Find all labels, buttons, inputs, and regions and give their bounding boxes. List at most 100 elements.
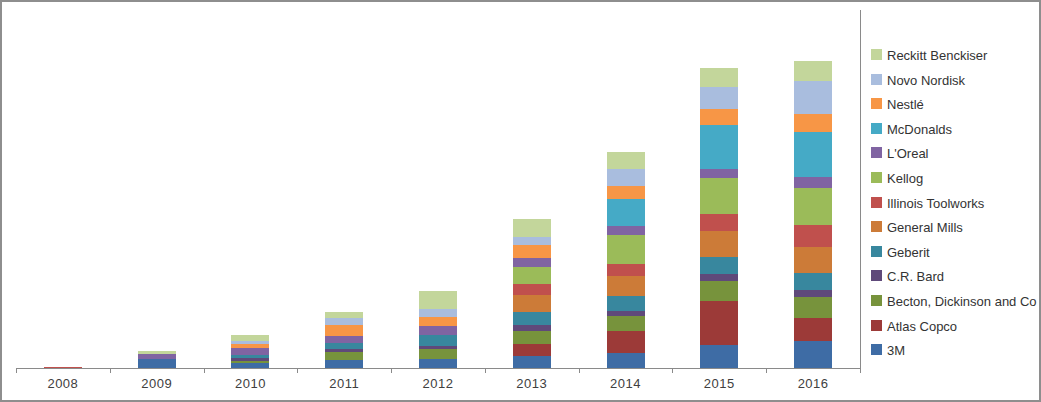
bar-segment: [513, 219, 551, 237]
bar-segment: [700, 281, 738, 301]
bar-segment: [700, 214, 738, 231]
x-tick-label: 2008: [31, 376, 95, 391]
x-axis-tick: [16, 368, 17, 373]
bar-segment: [419, 326, 457, 335]
x-axis-tick: [110, 368, 111, 373]
bar-segment: [607, 226, 645, 235]
legend-label: Nestlé: [887, 97, 924, 112]
bar-segment: [325, 318, 363, 325]
bar-segment: [794, 81, 832, 114]
legend-color-swatch: [871, 98, 882, 109]
bar-segment: [607, 316, 645, 331]
bar-segment: [419, 359, 457, 368]
bar-segment: [325, 343, 363, 349]
x-tick-label: 2015: [687, 376, 751, 391]
bar-segment: [513, 267, 551, 284]
legend-label: 3M: [887, 343, 905, 358]
bar-segment: [231, 355, 269, 359]
legend-label: Novo Nordisk: [887, 73, 965, 88]
bar-segment: [325, 360, 363, 368]
bar-segment: [794, 225, 832, 247]
bar-segment: [700, 87, 738, 109]
x-tick-label: 2010: [218, 376, 282, 391]
bar-segment: [794, 188, 832, 225]
legend-label: Geberit: [887, 245, 930, 260]
bar-segment: [700, 231, 738, 257]
bar-segment: [794, 114, 832, 132]
bar-segment: [513, 312, 551, 325]
bar-segment: [794, 297, 832, 318]
bar-segment: [231, 335, 269, 341]
bar-segment: [325, 312, 363, 318]
bar-segment: [419, 335, 457, 346]
bar-segment: [513, 258, 551, 267]
legend-label: L'Oreal: [887, 146, 929, 161]
bar-segment: [794, 132, 832, 177]
bar-segment: [607, 235, 645, 264]
x-axis-tick: [579, 368, 580, 373]
legend-color-swatch: [871, 320, 882, 331]
bar-segment: [700, 345, 738, 368]
bar-segment: [138, 351, 176, 354]
legend-color-swatch: [871, 74, 882, 85]
bar-segment: [794, 318, 832, 341]
bar-segment: [700, 257, 738, 274]
bar-segment: [325, 336, 363, 343]
bar-segment: [607, 276, 645, 296]
legend-label: Becton, Dickinson and Co: [887, 294, 1037, 309]
legend-label: McDonalds: [887, 122, 952, 137]
bar-segment: [513, 344, 551, 356]
x-tick-label: 2011: [312, 376, 376, 391]
legend-color-swatch: [871, 295, 882, 306]
bar-segment: [325, 352, 363, 360]
bar-segment: [138, 359, 176, 368]
bar-segment: [513, 245, 551, 258]
bar-segment: [794, 247, 832, 273]
bar-segment: [700, 178, 738, 214]
bar-segment: [700, 274, 738, 281]
x-tick-label: 2012: [406, 376, 470, 391]
bar-segment: [607, 199, 645, 226]
bar-segment: [231, 348, 269, 355]
bar-segment: [513, 356, 551, 368]
x-tick-label: 2016: [781, 376, 845, 391]
bar-segment: [513, 325, 551, 331]
legend-label: Reckitt Benckiser: [887, 48, 987, 63]
bar-segment: [794, 273, 832, 290]
legend-color-swatch: [871, 246, 882, 257]
legend-color-swatch: [871, 197, 882, 208]
bar-segment: [607, 353, 645, 368]
legend-color-swatch: [871, 344, 882, 355]
plot-area: 200820092010201120122013201420152016: [2, 2, 1039, 400]
legend-color-swatch: [871, 123, 882, 134]
bar-segment: [419, 346, 457, 350]
chart-canvas: 200820092010201120122013201420152016 Rec…: [0, 0, 1041, 402]
bar-segment: [138, 354, 176, 359]
bar-segment: [513, 284, 551, 295]
bar-segment: [513, 295, 551, 312]
legend-color-swatch: [871, 270, 882, 281]
bar-segment: [607, 186, 645, 199]
bar-segment: [700, 301, 738, 345]
x-tick-label: 2014: [594, 376, 658, 391]
bar-segment: [231, 344, 269, 348]
bar-segment: [607, 331, 645, 353]
bar-segment: [419, 349, 457, 359]
legend-color-swatch: [871, 147, 882, 158]
legend-label: Atlas Copco: [887, 319, 957, 334]
bar-segment: [419, 317, 457, 326]
x-axis-tick: [672, 368, 673, 373]
bar-segment: [231, 358, 269, 361]
x-axis-tick: [485, 368, 486, 373]
x-axis-tick: [860, 368, 861, 373]
bar-segment: [700, 109, 738, 125]
bar-segment: [794, 61, 832, 81]
bar-segment: [325, 325, 363, 336]
bar-segment: [419, 291, 457, 309]
bar-segment: [794, 290, 832, 297]
legend-label: Kellog: [887, 171, 923, 186]
bar-segment: [700, 169, 738, 178]
bar-segment: [607, 152, 645, 169]
bar-segment: [231, 341, 269, 345]
bar-segment: [607, 311, 645, 316]
